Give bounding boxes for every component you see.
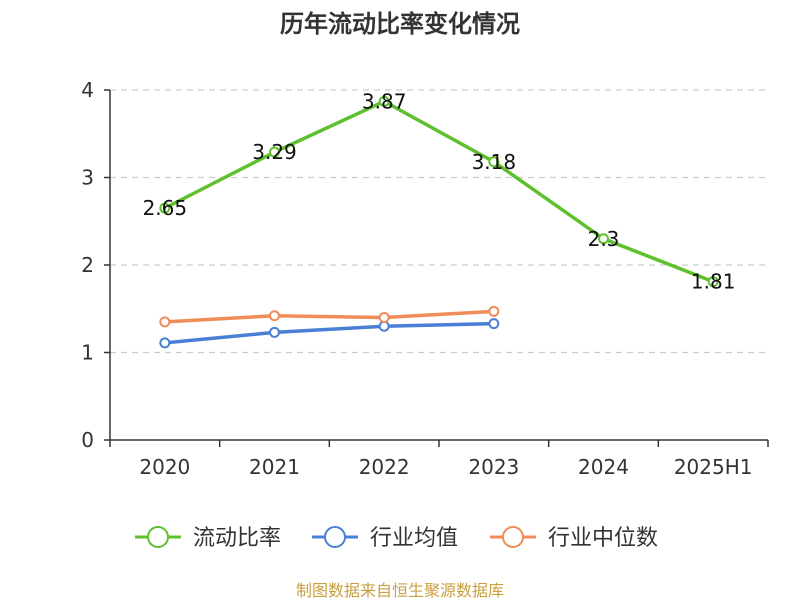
x-tick-label: 2025H1 <box>674 455 753 479</box>
axes: 0 1 2 3 4 2020 2021 2022 2023 2024 2025H1 <box>81 78 769 479</box>
legend-label: 流动比率 <box>193 526 281 551</box>
data-point[interactable] <box>707 276 719 288</box>
data-label: 1.81 <box>691 270 736 294</box>
data-point[interactable] <box>159 202 171 214</box>
y-tick-label: 0 <box>81 428 94 452</box>
x-tick-label: 2024 <box>578 455 629 479</box>
data-point[interactable] <box>378 312 390 323</box>
legend-marker-icon <box>502 526 524 548</box>
data-point[interactable] <box>598 233 609 245</box>
x-tick-label: 2022 <box>359 455 410 479</box>
data-label: 2.65 <box>143 196 188 220</box>
data-point[interactable] <box>378 95 390 107</box>
legend-item[interactable]: 行业均值 <box>312 526 458 551</box>
data-label: 3.87 <box>362 89 407 113</box>
data-label: 3.29 <box>252 140 297 164</box>
legend-label: 行业中位数 <box>548 526 658 551</box>
y-tick-label: 3 <box>81 166 94 190</box>
data-label: 3.18 <box>472 150 517 174</box>
data-labels: 2.65 3.29 3.87 3.18 2.3 1.81 <box>143 89 736 293</box>
series-line <box>164 309 494 324</box>
data-point[interactable] <box>269 146 280 158</box>
x-tick-label: 2020 <box>139 455 190 479</box>
x-tick-label: 2023 <box>468 455 519 479</box>
data-point[interactable] <box>159 316 171 328</box>
data-point[interactable] <box>378 320 390 332</box>
legend-item[interactable]: 流动比率 <box>135 526 281 551</box>
data-label: 2.3 <box>588 227 620 251</box>
data-point[interactable] <box>269 310 280 322</box>
source-note: 制图数据来自恒生聚源数据库 <box>295 581 504 600</box>
legend-item[interactable]: 行业中位数 <box>490 526 658 551</box>
series-line <box>164 99 714 284</box>
series-lines <box>159 95 719 349</box>
data-point[interactable] <box>488 318 500 330</box>
y-tick-label: 1 <box>81 341 94 365</box>
legend[interactable]: 流动比率 行业均值 行业中位数 <box>135 526 658 551</box>
y-tick-label: 2 <box>81 253 94 277</box>
y-tick-label: 4 <box>81 78 94 102</box>
data-point[interactable] <box>159 337 171 349</box>
legend-label: 行业均值 <box>370 526 458 551</box>
x-tick-label: 2021 <box>249 455 300 479</box>
data-point[interactable] <box>269 326 280 338</box>
legend-marker-icon <box>147 526 169 548</box>
legend-marker-icon <box>324 526 346 548</box>
data-point[interactable] <box>488 156 500 168</box>
chart-title: 历年流动比率变化情况 <box>280 10 520 38</box>
data-point[interactable] <box>488 305 500 317</box>
series-line <box>164 321 494 345</box>
